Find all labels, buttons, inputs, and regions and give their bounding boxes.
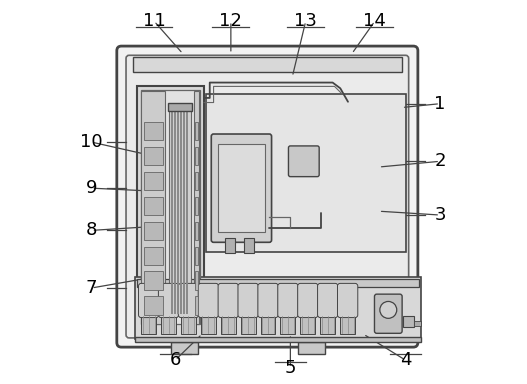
Bar — [135, 277, 421, 339]
Bar — [195, 247, 198, 265]
FancyBboxPatch shape — [218, 283, 238, 318]
Bar — [195, 271, 198, 290]
Bar — [195, 147, 198, 165]
FancyBboxPatch shape — [258, 283, 278, 318]
Text: 9: 9 — [86, 179, 97, 197]
Bar — [137, 86, 204, 328]
Bar — [206, 94, 406, 252]
Circle shape — [380, 301, 397, 318]
Bar — [218, 144, 265, 232]
Bar — [414, 321, 421, 326]
Text: 12: 12 — [219, 12, 242, 30]
Bar — [195, 172, 198, 190]
Text: 5: 5 — [285, 359, 296, 377]
Bar — [137, 279, 419, 287]
Bar — [144, 172, 163, 190]
Bar — [193, 91, 199, 324]
Bar — [320, 315, 335, 334]
Bar — [225, 238, 235, 253]
FancyBboxPatch shape — [278, 283, 298, 318]
Bar — [195, 122, 198, 140]
FancyBboxPatch shape — [139, 283, 159, 318]
Text: 6: 6 — [170, 351, 181, 369]
FancyBboxPatch shape — [375, 294, 402, 333]
FancyBboxPatch shape — [117, 46, 418, 347]
Text: 1: 1 — [434, 95, 446, 113]
Bar — [161, 315, 176, 334]
Bar — [403, 316, 414, 327]
Bar — [169, 109, 191, 315]
Bar — [245, 238, 254, 253]
Bar — [221, 315, 236, 334]
Bar — [298, 342, 325, 354]
Bar — [201, 315, 216, 334]
Bar — [133, 57, 402, 72]
Bar — [195, 296, 198, 315]
Bar — [195, 197, 198, 215]
Bar — [241, 315, 256, 334]
Text: 3: 3 — [434, 206, 446, 224]
Text: 2: 2 — [434, 152, 446, 170]
Text: 14: 14 — [364, 12, 386, 30]
Bar — [181, 315, 196, 334]
Bar — [171, 342, 198, 354]
Bar — [144, 122, 163, 140]
Bar — [340, 315, 355, 334]
FancyBboxPatch shape — [288, 146, 319, 177]
FancyBboxPatch shape — [337, 283, 358, 318]
Text: 7: 7 — [86, 279, 97, 297]
Bar — [144, 222, 163, 240]
FancyBboxPatch shape — [298, 283, 318, 318]
Bar — [168, 103, 192, 111]
Bar — [141, 90, 200, 324]
FancyBboxPatch shape — [318, 283, 338, 318]
Text: 11: 11 — [143, 12, 165, 30]
Bar — [144, 296, 163, 315]
FancyBboxPatch shape — [178, 283, 199, 318]
Bar — [144, 271, 163, 290]
FancyBboxPatch shape — [126, 55, 408, 338]
Bar — [195, 222, 198, 240]
Bar — [141, 91, 165, 324]
Bar — [144, 197, 163, 215]
Bar — [260, 315, 276, 334]
Text: 13: 13 — [294, 12, 317, 30]
Bar — [144, 247, 163, 265]
FancyBboxPatch shape — [198, 283, 219, 318]
Bar — [135, 337, 421, 342]
Bar — [280, 315, 296, 334]
Bar — [144, 147, 163, 165]
Bar — [300, 315, 315, 334]
FancyBboxPatch shape — [211, 134, 271, 242]
Bar — [141, 315, 156, 334]
FancyBboxPatch shape — [159, 283, 179, 318]
Text: 4: 4 — [400, 351, 412, 369]
FancyBboxPatch shape — [238, 283, 258, 318]
Text: 10: 10 — [80, 133, 103, 151]
Text: 8: 8 — [86, 222, 97, 239]
